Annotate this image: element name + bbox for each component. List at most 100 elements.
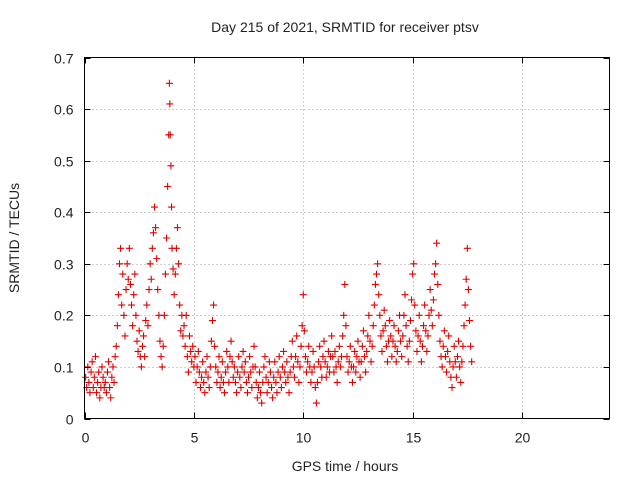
data-point <box>445 332 453 340</box>
data-point <box>298 322 306 330</box>
data-point <box>163 234 171 242</box>
data-point <box>84 363 92 371</box>
data-point <box>342 322 350 330</box>
data-point <box>275 353 283 361</box>
data-point <box>440 327 448 335</box>
data-point <box>145 286 153 294</box>
data-point <box>304 358 312 366</box>
data-point <box>321 358 329 366</box>
data-point <box>270 373 278 381</box>
data-point <box>283 358 291 366</box>
data-point <box>179 332 187 340</box>
data-point <box>305 342 313 350</box>
data-point <box>223 347 231 355</box>
data-point <box>404 358 412 366</box>
data-point <box>451 358 459 366</box>
data-point <box>282 378 290 386</box>
data-point <box>441 353 449 361</box>
data-point <box>164 182 172 190</box>
data-point <box>186 332 193 340</box>
data-point <box>427 306 435 314</box>
data-point <box>309 347 317 355</box>
data-point <box>361 353 368 361</box>
data-point <box>299 291 307 299</box>
data-point <box>146 260 154 268</box>
data-point <box>285 389 293 397</box>
data-point <box>106 384 114 392</box>
data-point <box>103 368 111 376</box>
data-point <box>293 332 301 340</box>
data-point <box>458 358 466 366</box>
data-point <box>171 270 179 278</box>
data-point <box>351 347 359 355</box>
data-point <box>182 311 190 319</box>
data-point <box>431 270 438 278</box>
data-point <box>198 373 206 381</box>
data-point <box>89 384 97 392</box>
x-tick-label: 20 <box>515 430 531 446</box>
data-point <box>231 378 239 386</box>
data-point <box>180 322 188 330</box>
x-axis-label: GPS time / hours <box>292 458 399 474</box>
data-point <box>453 353 461 361</box>
data-point <box>211 342 219 350</box>
data-point <box>226 353 234 361</box>
data-point <box>102 389 110 397</box>
x-tick-label: 0 <box>82 430 90 446</box>
data-point <box>170 291 178 299</box>
data-point <box>87 368 95 376</box>
data-point <box>222 368 230 376</box>
data-point <box>356 373 364 381</box>
data-point <box>269 394 277 402</box>
data-point <box>165 79 173 87</box>
data-point <box>455 337 463 345</box>
data-point <box>433 239 441 247</box>
y-tick-label: 0.3 <box>54 257 74 273</box>
data-point <box>126 280 134 288</box>
data-point <box>405 337 413 345</box>
data-point <box>201 389 209 397</box>
data-point <box>132 311 140 319</box>
data-point <box>124 275 132 283</box>
data-point <box>366 337 374 345</box>
data-point <box>243 389 251 397</box>
data-point <box>140 332 148 340</box>
y-axis-label: SRMTID / TECUs <box>6 183 22 293</box>
data-point <box>423 347 431 355</box>
data-point <box>373 270 381 278</box>
data-point <box>334 358 342 366</box>
data-point <box>194 347 202 355</box>
data-point <box>196 384 204 392</box>
data-point <box>142 317 150 325</box>
data-point <box>137 363 145 371</box>
data-point <box>141 353 149 361</box>
data-point <box>278 363 286 371</box>
data-point <box>229 373 237 381</box>
data-point <box>330 368 338 376</box>
data-point <box>252 378 260 386</box>
data-point <box>200 378 208 386</box>
data-point <box>329 353 337 361</box>
data-point <box>324 347 332 355</box>
data-point <box>390 322 398 330</box>
data-point <box>147 275 155 283</box>
data-point <box>421 301 429 309</box>
data-point <box>268 384 276 392</box>
data-point <box>410 260 418 268</box>
data-point <box>120 311 128 319</box>
data-point <box>439 342 447 350</box>
data-point <box>221 389 228 397</box>
data-point <box>158 363 166 371</box>
data-point <box>335 342 343 350</box>
data-point <box>224 363 232 371</box>
tick-labels: 0 0.1 0.2 0.3 0.4 0.5 0.6 0.7 0 5 10 15 20 <box>54 51 530 446</box>
data-point <box>250 342 258 350</box>
data-point <box>323 363 331 371</box>
data-point <box>375 291 383 299</box>
data-point <box>227 337 235 345</box>
data-point <box>364 332 372 340</box>
data-point <box>370 301 378 309</box>
data-point <box>93 389 101 397</box>
data-point <box>254 384 262 392</box>
data-point <box>307 378 315 386</box>
